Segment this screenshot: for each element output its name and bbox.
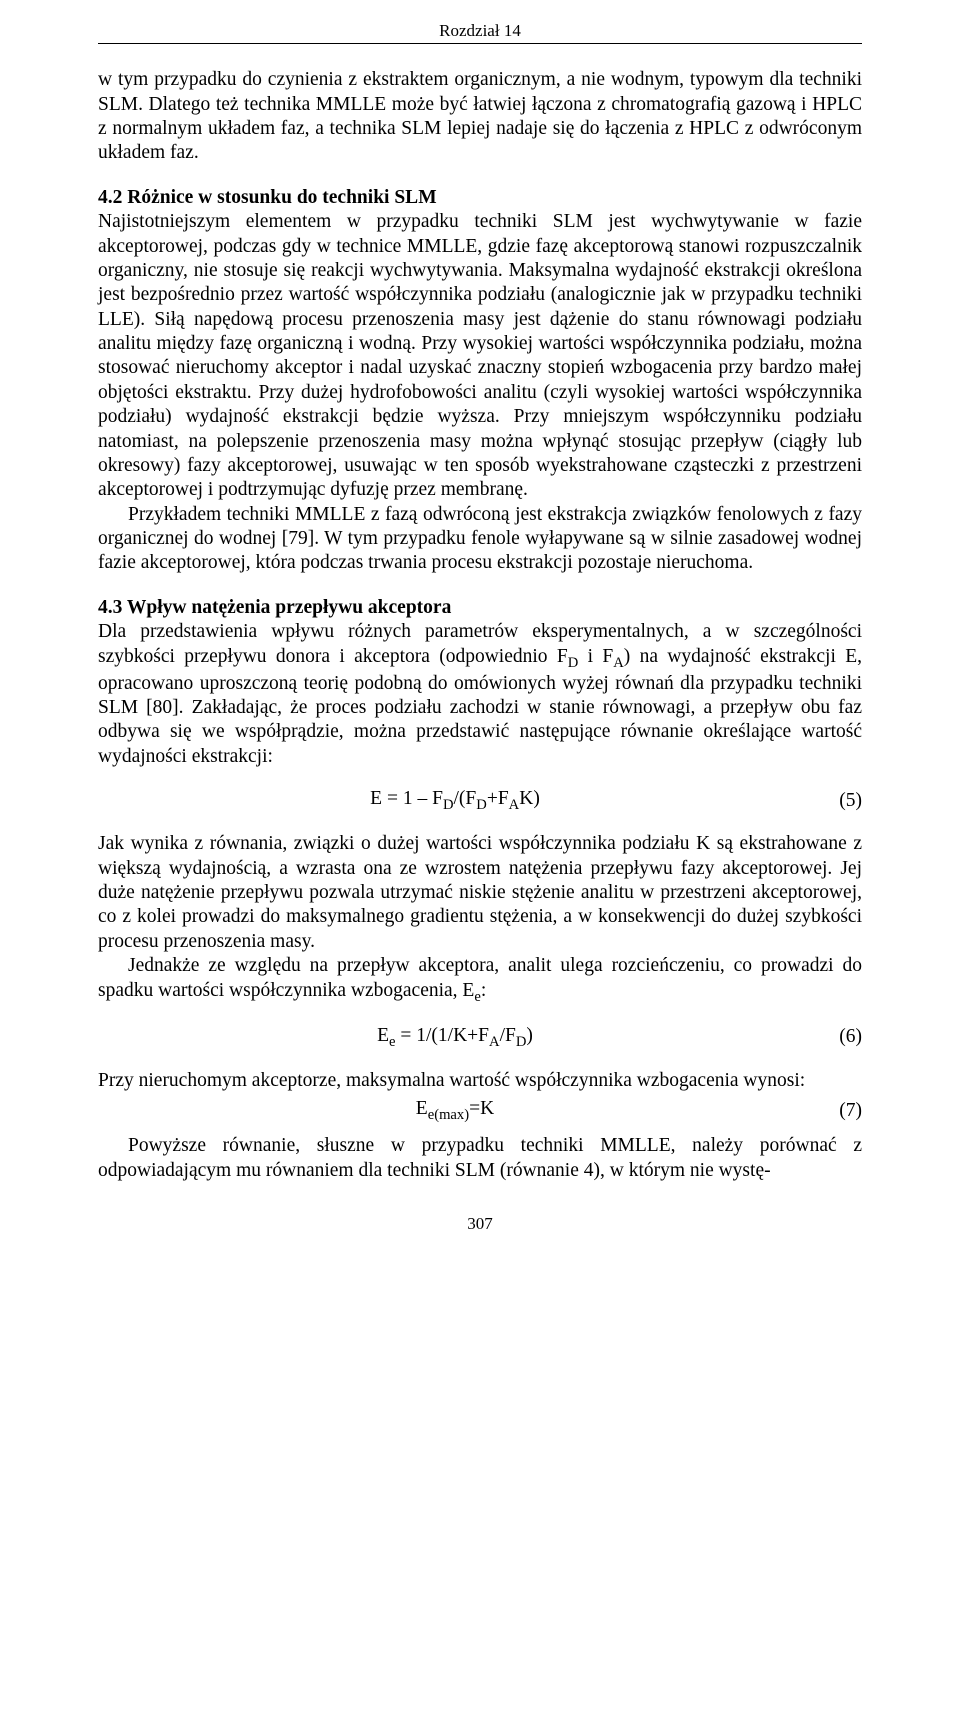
section-4-3-heading: 4.3 Wpływ natężenia przepływu akceptora [98,596,862,620]
equation-5-number: (5) [812,789,862,813]
equation-5-row: E = 1 – FD/(FD+FAK) (5) [98,787,862,814]
section-4-3-para-3: Jednakże ze względu na przepływ akceptor… [98,954,862,1006]
equation-5: E = 1 – FD/(FD+FAK) [98,787,812,814]
equation-6-number: (6) [812,1025,862,1049]
equation-6: Ee = 1/(1/K+FA/FD) [98,1024,812,1051]
section-4-3-para-2: Jak wynika z równania, związki o dużej w… [98,832,862,954]
equation-7-number: (7) [812,1099,862,1123]
section-4-2-para-1: Najistotniejszym elementem w przypadku t… [98,210,862,503]
page-number: 307 [98,1213,862,1234]
intro-paragraph: w tym przypadku do czynienia z ekstrakte… [98,68,862,166]
section-4-2-heading: 4.2 Różnice w stosunku do techniki SLM [98,186,862,210]
equation-7-row: Ee(max)=K (7) [98,1097,862,1124]
section-4-3-para-5: Powyższe równanie, słuszne w przypadku t… [98,1134,862,1183]
section-4-2-para-2: Przykładem techniki MMLLE z fazą odwróco… [98,503,862,576]
section-4-3-para-1: Dla przedstawienia wpływu różnych parame… [98,620,862,769]
equation-7: Ee(max)=K [98,1097,812,1124]
chapter-header: Rozdział 14 [98,20,862,44]
equation-6-row: Ee = 1/(1/K+FA/FD) (6) [98,1024,862,1051]
section-4-3-para-4: Przy nieruchomym akceptorze, maksymalna … [98,1069,862,1093]
